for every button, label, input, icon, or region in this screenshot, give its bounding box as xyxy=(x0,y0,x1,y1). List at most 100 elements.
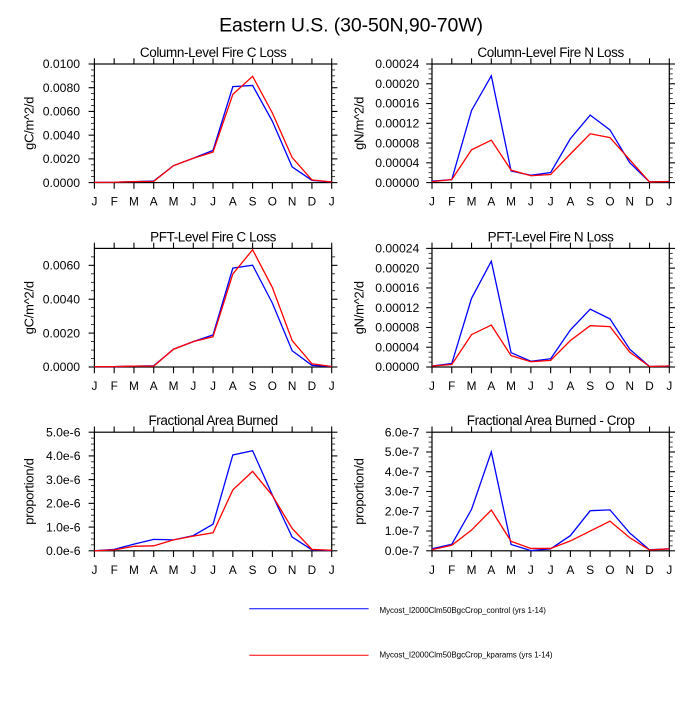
svg-text:Column-Level Fire N Loss: Column-Level Fire N Loss xyxy=(477,45,624,60)
svg-text:A: A xyxy=(150,563,158,577)
svg-text:0.00008: 0.00008 xyxy=(375,321,419,335)
svg-text:A: A xyxy=(487,563,495,577)
svg-text:0.0e-6: 0.0e-6 xyxy=(46,544,81,558)
svg-text:J: J xyxy=(91,563,97,577)
svg-text:1.0e-7: 1.0e-7 xyxy=(385,524,420,538)
svg-text:M: M xyxy=(467,379,477,393)
svg-text:M: M xyxy=(129,195,139,209)
svg-text:N: N xyxy=(288,379,297,393)
svg-text:J: J xyxy=(190,195,196,209)
svg-text:M: M xyxy=(129,379,139,393)
svg-text:F: F xyxy=(111,379,118,393)
svg-text:Column-Level Fire C Loss: Column-Level Fire C Loss xyxy=(140,45,287,60)
svg-text:0.00004: 0.00004 xyxy=(375,340,419,354)
svg-text:0.0000: 0.0000 xyxy=(43,176,80,190)
svg-text:J: J xyxy=(429,563,435,577)
svg-text:O: O xyxy=(268,563,277,577)
svg-text:S: S xyxy=(586,195,594,209)
svg-text:PFT-Level Fire N Loss: PFT-Level Fire N Loss xyxy=(488,229,615,244)
svg-text:5.0e-7: 5.0e-7 xyxy=(385,445,420,459)
svg-text:F: F xyxy=(111,195,118,209)
svg-text:J: J xyxy=(91,195,97,209)
svg-text:proportion/d: proportion/d xyxy=(352,458,367,524)
svg-text:0.0080: 0.0080 xyxy=(43,81,80,95)
svg-text:F: F xyxy=(448,563,455,577)
svg-text:A: A xyxy=(566,195,574,209)
svg-text:gC/m^2/d: gC/m^2/d xyxy=(22,281,37,334)
svg-text:A: A xyxy=(229,195,237,209)
svg-text:J: J xyxy=(548,379,554,393)
svg-text:0.00008: 0.00008 xyxy=(375,136,419,150)
svg-text:4.0e-7: 4.0e-7 xyxy=(385,465,420,479)
svg-text:F: F xyxy=(448,195,455,209)
svg-text:Fractional Area Burned: Fractional Area Burned xyxy=(148,413,277,428)
svg-text:2.0e-6: 2.0e-6 xyxy=(46,497,81,511)
svg-text:J: J xyxy=(548,195,554,209)
svg-text:A: A xyxy=(566,379,574,393)
svg-text:0.0040: 0.0040 xyxy=(43,128,80,142)
svg-text:0.0060: 0.0060 xyxy=(43,105,80,119)
svg-text:3.0e-7: 3.0e-7 xyxy=(385,485,420,499)
svg-text:A: A xyxy=(487,195,495,209)
svg-text:D: D xyxy=(308,379,317,393)
svg-text:N: N xyxy=(625,379,634,393)
svg-text:Mycost_I2000Clm50BgcCrop_contr: Mycost_I2000Clm50BgcCrop_control (yrs 1-… xyxy=(380,606,547,615)
svg-text:0.00012: 0.00012 xyxy=(375,117,419,131)
svg-text:J: J xyxy=(429,379,435,393)
svg-text:J: J xyxy=(91,379,97,393)
svg-text:M: M xyxy=(169,195,179,209)
svg-text:J: J xyxy=(528,563,534,577)
svg-text:J: J xyxy=(210,563,216,577)
svg-text:J: J xyxy=(210,379,216,393)
svg-text:Mycost_I2000Clm50BgcCrop_kpara: Mycost_I2000Clm50BgcCrop_kparams (yrs 1-… xyxy=(380,651,553,660)
svg-text:D: D xyxy=(308,563,317,577)
svg-text:A: A xyxy=(150,379,158,393)
svg-text:1.0e-6: 1.0e-6 xyxy=(46,520,81,534)
svg-text:0.00000: 0.00000 xyxy=(375,176,419,190)
svg-text:N: N xyxy=(288,563,297,577)
svg-text:gN/m^2/d: gN/m^2/d xyxy=(352,97,367,150)
svg-text:N: N xyxy=(288,195,297,209)
svg-text:0.0100: 0.0100 xyxy=(43,57,80,71)
svg-text:M: M xyxy=(506,563,516,577)
svg-text:D: D xyxy=(308,195,317,209)
svg-text:S: S xyxy=(249,563,257,577)
svg-text:0.00020: 0.00020 xyxy=(375,77,419,91)
svg-text:F: F xyxy=(111,563,118,577)
svg-text:5.0e-6: 5.0e-6 xyxy=(46,425,81,439)
svg-text:M: M xyxy=(169,379,179,393)
svg-text:D: D xyxy=(645,195,654,209)
svg-text:S: S xyxy=(249,379,257,393)
svg-text:J: J xyxy=(329,379,335,393)
svg-text:J: J xyxy=(548,563,554,577)
svg-text:S: S xyxy=(586,563,594,577)
svg-text:M: M xyxy=(169,563,179,577)
svg-text:gN/m^2/d: gN/m^2/d xyxy=(352,281,367,334)
svg-text:D: D xyxy=(645,379,654,393)
svg-text:0.0000: 0.0000 xyxy=(43,360,80,374)
svg-text:0.0060: 0.0060 xyxy=(43,259,80,273)
svg-text:A: A xyxy=(150,195,158,209)
svg-text:0.00024: 0.00024 xyxy=(375,57,419,71)
svg-text:0.0020: 0.0020 xyxy=(43,152,80,166)
svg-text:A: A xyxy=(229,379,237,393)
svg-text:N: N xyxy=(625,563,634,577)
svg-text:O: O xyxy=(268,195,277,209)
svg-text:A: A xyxy=(229,563,237,577)
svg-text:J: J xyxy=(210,195,216,209)
svg-text:S: S xyxy=(586,379,594,393)
svg-text:0.00016: 0.00016 xyxy=(375,97,419,111)
svg-text:A: A xyxy=(487,379,495,393)
svg-text:2.0e-7: 2.0e-7 xyxy=(385,504,420,518)
svg-text:Eastern U.S. (30-50N,90-70W): Eastern U.S. (30-50N,90-70W) xyxy=(219,15,483,37)
svg-text:O: O xyxy=(605,195,614,209)
svg-text:3.0e-6: 3.0e-6 xyxy=(46,473,81,487)
svg-text:M: M xyxy=(506,379,516,393)
svg-text:0.0020: 0.0020 xyxy=(43,326,80,340)
svg-text:J: J xyxy=(329,195,335,209)
svg-text:M: M xyxy=(129,563,139,577)
svg-text:gC/m^2/d: gC/m^2/d xyxy=(22,97,37,150)
svg-text:M: M xyxy=(467,563,477,577)
svg-text:O: O xyxy=(268,379,277,393)
svg-text:M: M xyxy=(506,195,516,209)
